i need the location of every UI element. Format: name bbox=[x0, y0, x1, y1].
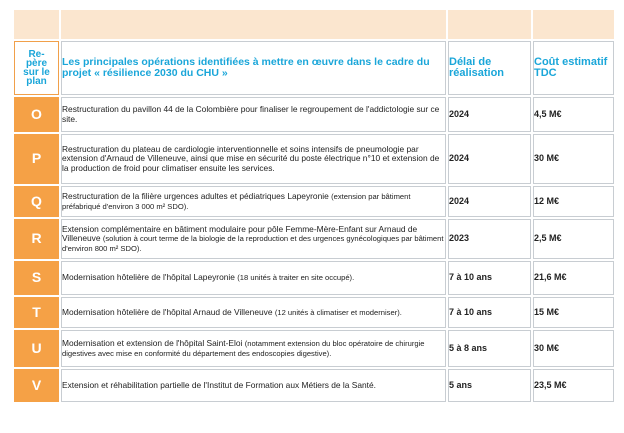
plan-marker: Q bbox=[14, 186, 59, 217]
operation-note: (18 unités à traiter en site occupé). bbox=[237, 273, 355, 283]
realisation-delay: 5 à 8 ans bbox=[448, 330, 531, 367]
operation-note: (extension par bâtiment préfabriqué d'en… bbox=[62, 191, 411, 211]
table-row: V Extension et réhabilitation partielle d… bbox=[14, 369, 614, 402]
table-row: U Modernisation et extension de l'hôpital… bbox=[14, 330, 614, 367]
header-delay: Délai de réalisation bbox=[448, 41, 531, 95]
operation-title: Restructuration de la filière urgences a… bbox=[62, 190, 329, 201]
table-row: S Modernisation hôtelière de l'hôpital La… bbox=[14, 261, 614, 295]
operations-table: Re- père sur le plan Les principales opé… bbox=[12, 8, 616, 404]
header-plan-marker: Re- père sur le plan bbox=[14, 41, 59, 95]
operation-description: Extension et réhabilitation partielle de… bbox=[61, 369, 446, 402]
estimated-cost: 2,5 M€ bbox=[533, 219, 614, 259]
plan-marker: T bbox=[14, 297, 59, 328]
header-plan-marker-line: père bbox=[25, 58, 48, 69]
band-cell bbox=[448, 10, 531, 39]
operation-title: Extension complémentaire en bâtiment mod… bbox=[62, 223, 418, 244]
table-body: O Restructuration du pavillon 44 de la Co… bbox=[14, 97, 614, 402]
estimated-cost: 30 M€ bbox=[533, 134, 614, 184]
operation-note: (notamment extension du bloc opératoire … bbox=[62, 338, 425, 358]
operation-title: Extension et réhabilitation partielle de… bbox=[62, 379, 376, 390]
table-row: T Modernisation hôtelière de l'hôpital Ar… bbox=[14, 297, 614, 328]
table-row: O Restructuration du pavillon 44 de la Co… bbox=[14, 97, 614, 132]
estimated-cost: 30 M€ bbox=[533, 330, 614, 367]
realisation-delay: 2024 bbox=[448, 186, 531, 217]
realisation-delay: 2023 bbox=[448, 219, 531, 259]
plan-marker: U bbox=[14, 330, 59, 367]
plan-marker: V bbox=[14, 369, 59, 402]
table-row: Q Restructuration de la filière urgences … bbox=[14, 186, 614, 217]
operation-description: Modernisation et extension de l'hôpital … bbox=[61, 330, 446, 367]
operation-description: Restructuration de la filière urgences a… bbox=[61, 186, 446, 217]
operation-description: Extension complémentaire en bâtiment mod… bbox=[61, 219, 446, 259]
operation-description: Restructuration du pavillon 44 de la Col… bbox=[61, 97, 446, 132]
plan-marker: R bbox=[14, 219, 59, 259]
realisation-delay: 2024 bbox=[448, 134, 531, 184]
operation-title: Modernisation hôtelière de l'hôpital Lap… bbox=[62, 272, 235, 283]
estimated-cost: 15 M€ bbox=[533, 297, 614, 328]
band-cell bbox=[533, 10, 614, 39]
estimated-cost: 12 M€ bbox=[533, 186, 614, 217]
header-cost: Coût estimatif TDC bbox=[533, 41, 614, 95]
operation-note: (12 unités à climatiser et moderniser). bbox=[274, 307, 402, 317]
table-row: R Extension complémentaire en bâtiment mo… bbox=[14, 219, 614, 259]
band-cell bbox=[14, 10, 59, 39]
operation-description: Restructuration du plateau de cardiologi… bbox=[61, 134, 446, 184]
plan-marker: P bbox=[14, 134, 59, 184]
header-row: Re- père sur le plan Les principales opé… bbox=[14, 41, 614, 95]
band-cell bbox=[61, 10, 446, 39]
operation-title: Modernisation et extension de l'hôpital … bbox=[62, 337, 243, 348]
estimated-cost: 4,5 M€ bbox=[533, 97, 614, 132]
header-plan-marker-line: Re- bbox=[28, 49, 45, 60]
operation-title: Modernisation hôtelière de l'hôpital Arn… bbox=[62, 306, 273, 317]
realisation-delay: 7 à 10 ans bbox=[448, 261, 531, 295]
operation-title: Restructuration du pavillon 44 de la Col… bbox=[62, 103, 440, 124]
operation-note: (solution à court terme de la biologie d… bbox=[62, 234, 444, 253]
realisation-delay: 2024 bbox=[448, 97, 531, 132]
realisation-delay: 5 ans bbox=[448, 369, 531, 402]
plan-marker: O bbox=[14, 97, 59, 132]
estimated-cost: 23,5 M€ bbox=[533, 369, 614, 402]
header-plan-marker-line: sur le bbox=[23, 67, 50, 78]
plan-marker: S bbox=[14, 261, 59, 295]
realisation-delay: 7 à 10 ans bbox=[448, 297, 531, 328]
operation-title: Restructuration du plateau de cardiologi… bbox=[62, 143, 440, 173]
header-operations: Les principales opérations identifiées à… bbox=[61, 41, 446, 95]
operation-description: Modernisation hôtelière de l'hôpital Lap… bbox=[61, 261, 446, 295]
header-band bbox=[14, 10, 614, 39]
operation-description: Modernisation hôtelière de l'hôpital Arn… bbox=[61, 297, 446, 328]
header-plan-marker-line: plan bbox=[26, 76, 47, 87]
estimated-cost: 21,6 M€ bbox=[533, 261, 614, 295]
table-row: P Restructuration du plateau de cardiolog… bbox=[14, 134, 614, 184]
